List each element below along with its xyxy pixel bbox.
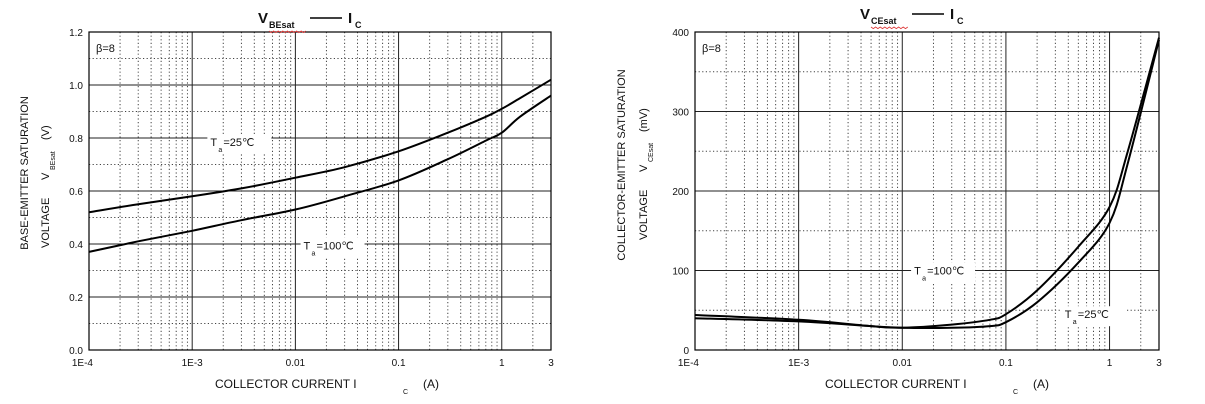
- x-tick-label: 3: [1156, 358, 1162, 369]
- series-label-bg: [911, 262, 976, 283]
- series-line: [694, 37, 1160, 329]
- title-symbol: V: [258, 10, 268, 27]
- y-tick-label: 0.8: [69, 134, 83, 145]
- series-label-sub: a: [1073, 319, 1077, 326]
- beta-annotation: β=8: [96, 43, 115, 55]
- y-tick-label: 200: [672, 187, 689, 198]
- y-axis-label: BASE-EMITTER SATURATION VOLTAGE V BEsat (V): [19, 96, 57, 250]
- x-axis-label: COLLECTOR CURRENT I C (A): [215, 377, 439, 396]
- title-symbol-sub: BEsat: [269, 20, 295, 30]
- y-axis-label-line2: VOLTAGE: [638, 190, 650, 240]
- y-tick-label: 300: [672, 108, 689, 119]
- title-relation: I: [950, 6, 954, 23]
- y-axis-unit: (mV): [638, 108, 650, 132]
- y-axis-label-line1: COLLECTOR-EMITTER SATURATION: [616, 69, 628, 260]
- x-axis-unit: (A): [423, 377, 439, 391]
- x-tick-label: 1E-4: [678, 358, 700, 369]
- series-label-sub: a: [218, 147, 222, 154]
- plot-frame: [88, 31, 552, 351]
- series-label-rest: =25℃: [1078, 309, 1109, 321]
- title-symbol: V: [860, 6, 870, 23]
- vbesat-chart: 1E-4 1E-3 0.01 0.1 1 3 0.0 0.2 0.4 0.6 0.8 1.0 1.2 β=…: [19, 10, 554, 396]
- series-line: [88, 94, 552, 253]
- series-label-sub: a: [312, 250, 316, 257]
- title-symbol-sub: CEsat: [871, 16, 897, 26]
- series-label-text: T: [1065, 309, 1072, 321]
- x-axis-label-text: COLLECTOR CURRENT I: [215, 377, 357, 391]
- y-axis-symbol-sub: BEsat: [50, 151, 57, 170]
- series-label-bg: [1061, 306, 1126, 327]
- series-label-rest: =25℃: [223, 137, 254, 149]
- x-tick-label: 0.01: [286, 358, 306, 369]
- series-label-text: T: [210, 137, 217, 149]
- x-axis-label-sub: C: [403, 389, 408, 396]
- series-label-text: T: [304, 240, 311, 252]
- series-label-bg: [300, 237, 365, 258]
- major-gridlines: [88, 31, 552, 351]
- series-label-rest: =100℃: [317, 240, 354, 252]
- x-tick-label: 1: [1107, 358, 1113, 369]
- y-tick-label: 0.6: [69, 187, 83, 198]
- y-tick-label: 0.0: [69, 346, 83, 357]
- x-tick-label: 3: [548, 358, 554, 369]
- x-tick-label: 1E-3: [182, 358, 204, 369]
- y-tick-label: 0.2: [69, 293, 83, 304]
- series-line: [88, 78, 552, 214]
- spellcheck-squiggle: [870, 26, 909, 30]
- chart-title: V CEsat I C: [860, 6, 964, 30]
- x-axis-label: COLLECTOR CURRENT I C (A): [825, 377, 1049, 396]
- x-axis-label-text: COLLECTOR CURRENT I: [825, 377, 967, 391]
- y-tick-label: 100: [672, 267, 689, 278]
- chart-title: V BEsat I C: [258, 10, 362, 34]
- series-label-bg: [207, 133, 272, 154]
- x-tick-label: 1: [499, 358, 505, 369]
- x-axis-label-sub: C: [1013, 389, 1018, 396]
- y-axis-symbol-sub: CEsat: [648, 143, 655, 162]
- spellcheck-squiggle: [268, 30, 307, 34]
- x-tick-label: 0.1: [392, 358, 406, 369]
- x-tick-label: 0.1: [999, 358, 1013, 369]
- y-tick-label: 400: [672, 28, 689, 39]
- series-label-text: T: [914, 265, 921, 277]
- x-tick-label: 1E-4: [72, 358, 94, 369]
- y-axis-symbol: V: [40, 172, 52, 180]
- y-axis-label: COLLECTOR-EMITTER SATURATION VOLTAGE V CEsa…: [616, 69, 655, 260]
- series-line: [694, 39, 1160, 329]
- y-axis-label-line2: VOLTAGE: [40, 198, 52, 248]
- title-relation-sub: C: [957, 16, 964, 26]
- title-relation-sub: C: [355, 20, 362, 30]
- y-axis-symbol: V: [638, 164, 650, 172]
- series-label-rest: =100℃: [927, 265, 964, 277]
- x-axis-unit: (A): [1033, 377, 1049, 391]
- plot-frame: [694, 31, 1160, 351]
- beta-annotation: β=8: [702, 43, 721, 55]
- y-tick-label: 1.2: [69, 28, 83, 39]
- y-tick-label: 1.0: [69, 81, 83, 92]
- x-tick-label: 0.01: [893, 358, 913, 369]
- y-tick-label: 0.4: [69, 240, 83, 251]
- series-label: Ta=25℃: [1061, 306, 1126, 327]
- x-tick-label: 1E-3: [788, 358, 810, 369]
- series-label: Ta=100℃: [911, 262, 976, 283]
- y-axis-label-line1: BASE-EMITTER SATURATION: [19, 96, 31, 250]
- y-tick-label: 0: [683, 346, 689, 357]
- series-label: Ta=100℃: [300, 237, 365, 258]
- series-label-sub: a: [922, 275, 926, 282]
- series-label: Ta=25℃: [207, 133, 272, 154]
- y-axis-unit: (V): [40, 125, 52, 140]
- major-gridlines: [694, 31, 1160, 351]
- title-relation: I: [348, 10, 352, 27]
- vcesat-chart: 1E-4 1E-3 0.01 0.1 1 30100200300400β=8Ta=100℃…: [616, 6, 1162, 396]
